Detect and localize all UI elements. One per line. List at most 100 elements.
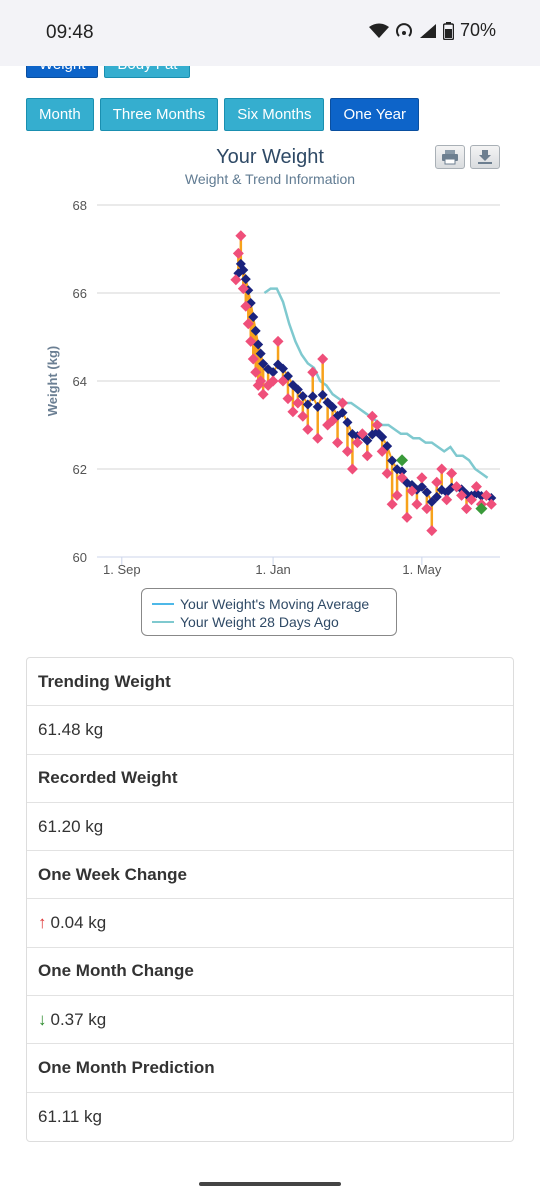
data-point — [421, 503, 433, 515]
trend-marker — [307, 391, 318, 402]
trend-marker — [312, 401, 323, 412]
print-chart-button[interactable] — [435, 145, 465, 169]
legend-label: Your Weight 28 Days Ago — [180, 614, 339, 630]
data-point — [386, 498, 398, 510]
data-point — [371, 419, 383, 431]
data-point — [366, 410, 378, 422]
chart-title: Your Weight — [216, 146, 324, 168]
legend-label: Your Weight's Moving Average — [180, 596, 370, 612]
trend-marker — [421, 487, 432, 498]
trend-marker — [342, 417, 353, 428]
stat-value-text: 61.11 kg — [38, 1106, 102, 1126]
chart-grid — [97, 204, 500, 558]
data-point — [396, 472, 408, 484]
range-month-button[interactable]: Month — [26, 98, 94, 131]
trend-marker — [297, 391, 308, 402]
range-selector: Month Three Months Six Months One Year — [26, 98, 420, 131]
data-point — [272, 335, 284, 347]
stat-value: 61.20 kg — [27, 803, 513, 852]
print-icon — [442, 150, 458, 165]
data-point — [465, 494, 477, 506]
y-axis-label: Weight (kg) — [45, 346, 60, 417]
trend-marker — [377, 431, 388, 442]
trend-marker — [367, 429, 378, 440]
x-tick-label: 1. Jan — [255, 562, 290, 577]
data-point — [282, 393, 294, 405]
trend-marker — [258, 358, 269, 369]
range-three-months-button[interactable]: Three Months — [99, 98, 219, 131]
data-point — [287, 406, 299, 418]
data-point — [257, 388, 269, 400]
data-point — [426, 525, 438, 537]
arrow-down-icon: ↓ — [38, 1009, 47, 1029]
trend-marker — [253, 339, 264, 350]
data-point — [255, 375, 267, 387]
legend-item-28-days-ago[interactable]: Your Weight 28 Days Ago — [152, 613, 396, 631]
chart-axes: 60 62 64 66 68 1. Sep 1. Jan 1. May Weight (kg) — [45, 198, 500, 577]
data-point — [341, 445, 353, 457]
trend-marker — [302, 399, 313, 410]
data-point — [461, 503, 473, 515]
legend-item-moving-average[interactable]: Your Weight's Moving Average — [152, 595, 396, 613]
data-point — [376, 445, 388, 457]
data-point — [391, 489, 403, 501]
stat-label: Trending Weight — [27, 658, 513, 707]
chart-legend: Your Weight's Moving Average Your Weight… — [141, 588, 397, 636]
data-point — [242, 318, 254, 330]
data-point — [237, 283, 249, 295]
download-icon — [478, 150, 492, 164]
data-point — [416, 472, 428, 484]
battery-percent: 70% — [459, 20, 496, 40]
data-point — [247, 353, 259, 365]
weight-chart: 60 62 64 66 68 1. Sep 1. Jan 1. May Weight (kg) — [45, 198, 500, 577]
trend-marker — [337, 407, 348, 418]
trend-marker — [248, 312, 259, 323]
data-point — [332, 437, 344, 449]
trend-marker — [327, 401, 338, 412]
trend-marker — [387, 455, 398, 466]
battery-icon — [442, 21, 454, 40]
y-tick-label: 66 — [73, 286, 87, 301]
data-point — [297, 410, 309, 422]
data-point — [312, 432, 324, 444]
range-six-months-button[interactable]: Six Months — [224, 98, 325, 131]
data-point — [411, 498, 423, 510]
range-one-year-button[interactable]: One Year — [330, 98, 420, 131]
trend-marker — [431, 491, 442, 502]
trend-marker — [292, 384, 303, 395]
data-point — [267, 375, 279, 387]
data-point — [456, 489, 468, 501]
trend-marker — [362, 435, 373, 446]
download-chart-button[interactable] — [470, 145, 500, 169]
chart-series — [230, 230, 497, 537]
data-point — [436, 463, 448, 475]
arrow-up-icon: ↑ — [38, 913, 47, 933]
data-point — [240, 300, 252, 312]
trend-marker — [250, 325, 261, 336]
data-point — [351, 437, 363, 449]
trend-marker — [347, 429, 358, 440]
stat-value: ↓ 0.37 kg — [27, 996, 513, 1045]
line-28-days-ago — [263, 287, 489, 479]
trend-marker — [255, 348, 266, 359]
stat-value: ↑ 0.04 kg — [27, 899, 513, 948]
data-point — [346, 463, 358, 475]
stat-label: One Month Change — [27, 948, 513, 997]
data-point — [250, 366, 262, 378]
trend-marker — [268, 367, 279, 378]
data-point — [277, 375, 289, 387]
data-point — [381, 467, 393, 479]
gesture-nav-bar[interactable] — [199, 1182, 341, 1186]
data-point — [235, 230, 247, 242]
stat-value-text: 61.48 kg — [38, 719, 104, 739]
y-tick-label: 68 — [73, 198, 87, 213]
weight-stats-table: Trending Weight 61.48 kg Recorded Weight… — [26, 657, 514, 1142]
data-point — [302, 423, 314, 435]
data-point — [480, 489, 492, 501]
signal-icon — [419, 23, 436, 38]
data-point — [307, 366, 319, 378]
stat-value: 61.11 kg — [27, 1093, 513, 1141]
y-tick-label: 64 — [73, 374, 87, 389]
data-point — [317, 353, 329, 365]
trend-marker — [278, 363, 288, 374]
